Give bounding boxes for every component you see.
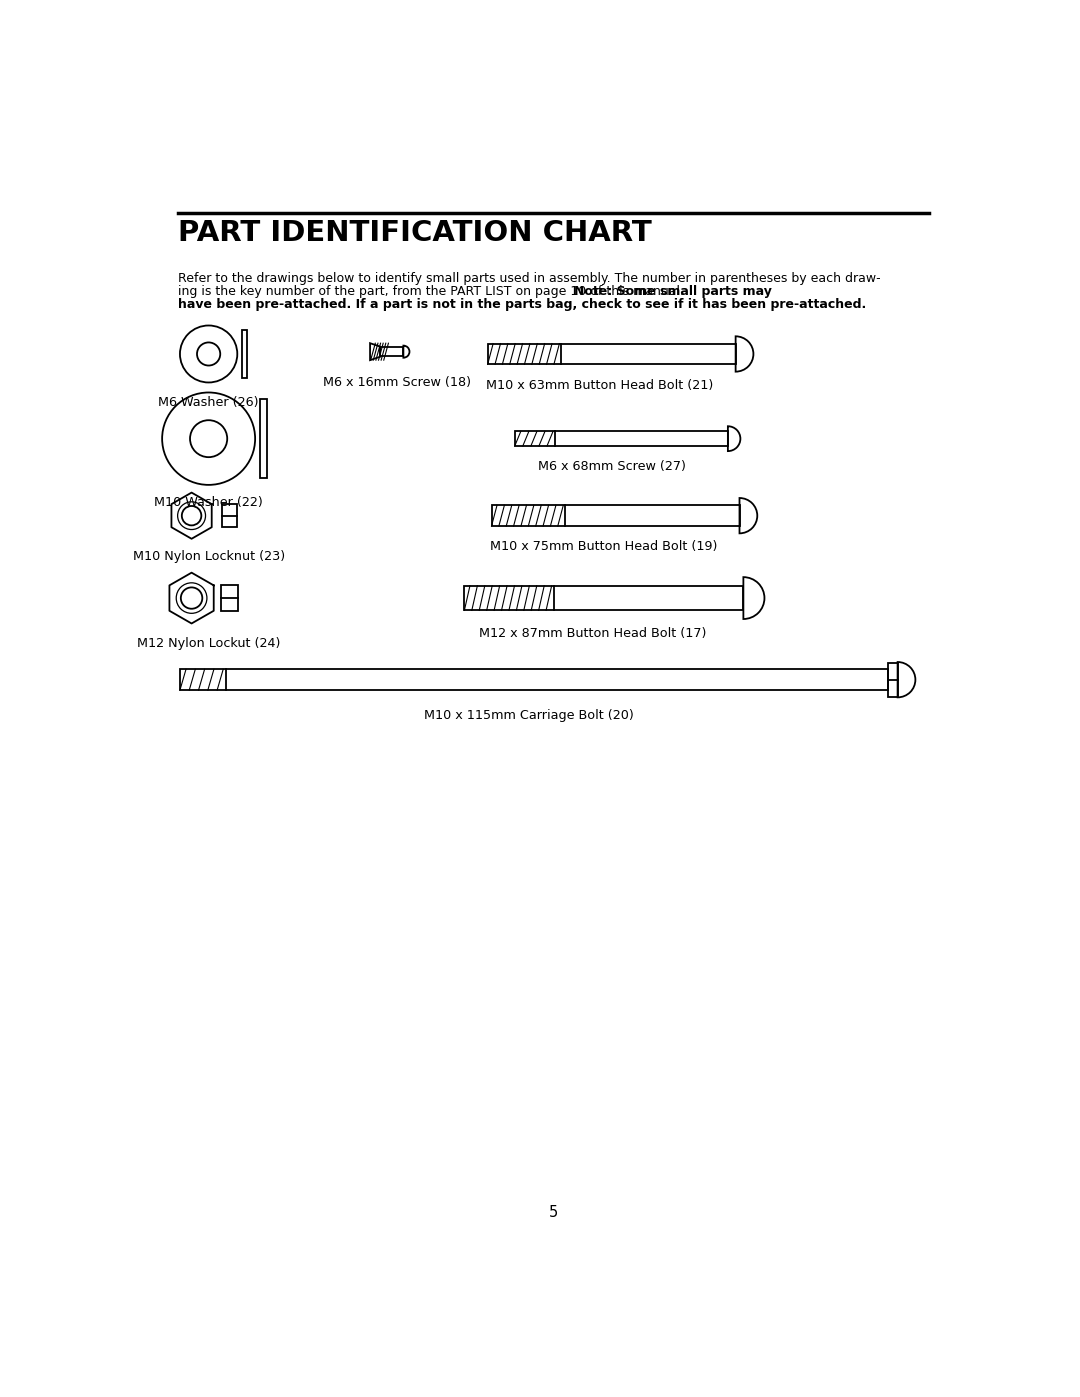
Text: M10 x 75mm Button Head Bolt (19): M10 x 75mm Button Head Bolt (19) — [490, 541, 717, 553]
Text: M10 x 115mm Carriage Bolt (20): M10 x 115mm Carriage Bolt (20) — [423, 708, 634, 722]
Text: 5: 5 — [549, 1206, 558, 1220]
Bar — [464, 585, 743, 610]
Text: Note: Some small parts may: Note: Some small parts may — [575, 285, 772, 298]
Bar — [180, 669, 888, 690]
Text: ing is the key number of the part, from the PART LIST on page 10 of this manual.: ing is the key number of the part, from … — [177, 285, 688, 298]
Bar — [260, 400, 267, 478]
Bar — [221, 504, 238, 527]
Bar — [221, 585, 238, 610]
Bar — [488, 344, 735, 365]
Bar — [242, 330, 247, 379]
Text: M6 Washer (26): M6 Washer (26) — [159, 397, 259, 409]
Text: Refer to the drawings below to identify small parts used in assembly. The number: Refer to the drawings below to identify … — [177, 271, 880, 285]
Text: have been pre-attached. If a part is not in the parts bag, check to see if it ha: have been pre-attached. If a part is not… — [177, 298, 866, 310]
Bar — [888, 662, 897, 697]
Text: M12 Nylon Lockut (24): M12 Nylon Lockut (24) — [137, 637, 281, 650]
Text: PART IDENTIFICATION CHART: PART IDENTIFICATION CHART — [177, 219, 651, 247]
Bar — [491, 506, 740, 527]
Bar — [515, 432, 728, 446]
Bar — [380, 346, 404, 356]
Text: M10 Nylon Locknut (23): M10 Nylon Locknut (23) — [133, 550, 285, 563]
Text: M10 x 63mm Button Head Bolt (21): M10 x 63mm Button Head Bolt (21) — [486, 379, 714, 391]
Text: M6 x 68mm Screw (27): M6 x 68mm Screw (27) — [538, 460, 686, 474]
Text: M12 x 87mm Button Head Bolt (17): M12 x 87mm Button Head Bolt (17) — [478, 627, 706, 640]
Text: M10 Washer (22): M10 Washer (22) — [154, 496, 264, 510]
Text: M6 x 16mm Screw (18): M6 x 16mm Screw (18) — [323, 376, 471, 388]
